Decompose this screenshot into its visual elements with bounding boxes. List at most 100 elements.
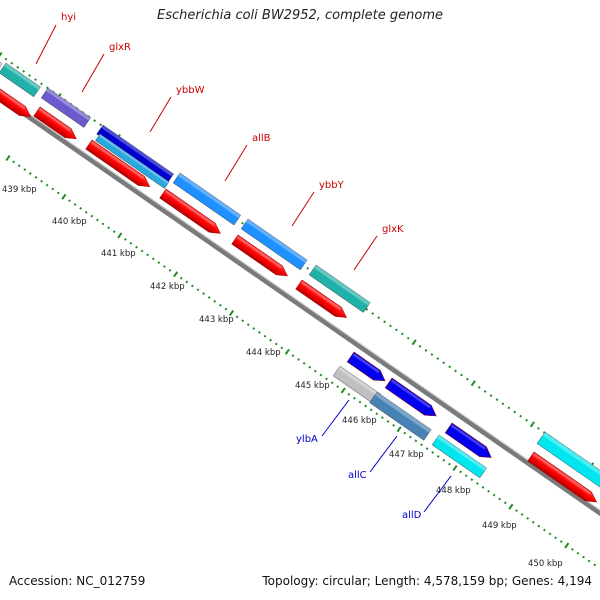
scale-tick	[548, 532, 552, 536]
scale-tick	[235, 315, 239, 319]
cds-arrow	[231, 234, 288, 277]
scale-labels: 439 kbp 440 kbp 441 kbp 442 kbp 443 kbp 444 k…	[2, 185, 563, 569]
label-leader-line	[35, 24, 57, 65]
scale-label: 439 kbp	[2, 185, 37, 195]
scale-tick	[353, 396, 356, 400]
scale-tick	[358, 400, 362, 404]
scale-tick	[501, 402, 505, 406]
scale-tick	[537, 524, 541, 528]
scale-tick	[23, 168, 27, 172]
scale-tick	[185, 280, 189, 284]
scale-tick	[564, 542, 570, 549]
scale-tick	[483, 390, 487, 393]
scale-tick	[274, 342, 278, 346]
scale-tick	[386, 420, 390, 423]
scale-label: 447 kbp	[389, 450, 424, 460]
scale-tick	[0, 51, 3, 59]
scale-tick	[489, 394, 493, 397]
scale-tick	[531, 520, 535, 524]
scale-tick	[442, 361, 446, 365]
cds-arrow	[159, 188, 221, 234]
scale-tick	[481, 486, 485, 489]
scale-tick	[403, 431, 407, 435]
scale-tick	[218, 303, 222, 307]
gene-label-allD[interactable]: allD	[402, 510, 422, 521]
scale-tick	[252, 327, 256, 330]
scale-tick	[554, 536, 557, 540]
label-leader-line	[291, 191, 315, 227]
gene-box-allC	[369, 391, 432, 441]
gene-label-ybbY[interactable]: ybbY	[319, 180, 345, 191]
scale-tick	[470, 478, 474, 482]
genome-backbone	[0, 93, 600, 517]
scale-tick	[302, 361, 306, 365]
scale-tick	[582, 555, 585, 559]
scale-tick	[475, 482, 479, 485]
scale-label: 445 kbp	[295, 381, 330, 391]
scale-tick	[93, 119, 97, 123]
scale-tick	[448, 365, 452, 369]
accession-text: Accession: NC_012759	[9, 574, 146, 588]
scale-tick	[179, 276, 183, 280]
scale-tick	[101, 222, 105, 226]
scale-tick	[135, 245, 138, 249]
scale-tick	[5, 154, 11, 162]
label-leader-line	[423, 475, 452, 513]
scale-tick	[202, 292, 205, 296]
scale-tick	[375, 412, 379, 416]
scale-tick	[56, 191, 60, 195]
scale-tick	[146, 253, 150, 257]
scale-tick	[163, 265, 166, 268]
scale-label: 450 kbp	[528, 559, 563, 569]
scale-tick	[559, 540, 563, 544]
scale-tick	[526, 517, 530, 520]
scale-tick	[40, 179, 43, 183]
scale-tick	[498, 497, 502, 501]
label-leader-line	[149, 96, 172, 133]
scale-label: 442 kbp	[150, 282, 185, 292]
scale-tick	[452, 464, 458, 472]
scale-tick	[406, 336, 410, 340]
scale-tick	[61, 193, 67, 200]
scale-tick	[418, 344, 422, 348]
cds-arrow	[0, 85, 32, 118]
scale-tick	[395, 328, 398, 332]
label-leader-line	[224, 144, 248, 182]
scale-label: 444 kbp	[246, 348, 281, 358]
scale-tick	[45, 183, 49, 187]
scale-tick	[51, 187, 55, 191]
scale-tick	[436, 455, 440, 458]
scale-tick	[513, 410, 517, 414]
scale-tick	[330, 381, 334, 385]
scale-tick	[34, 175, 38, 179]
scale-tick	[28, 172, 32, 175]
scale-tick	[112, 230, 116, 234]
gene-label-glxR[interactable]: glxR	[109, 42, 131, 53]
scale-tick	[17, 164, 21, 168]
scale-tick	[96, 218, 99, 222]
scale-tick	[459, 470, 462, 474]
gene-label-allC[interactable]: allC	[348, 470, 367, 481]
gene-label-ybbW[interactable]: ybbW	[176, 85, 205, 96]
scale-tick	[371, 312, 375, 315]
scale-tick	[173, 271, 179, 278]
scale-tick	[168, 268, 172, 272]
gene-label-hyi[interactable]: hyi	[61, 12, 76, 23]
scale-tick	[508, 503, 514, 510]
scale-tick	[570, 548, 574, 551]
scale-tick	[241, 319, 245, 323]
scale-tick	[424, 349, 428, 352]
scale-tick	[369, 408, 373, 412]
scale-tick	[576, 551, 580, 555]
scale-tick	[425, 447, 429, 451]
label-leader-line	[81, 53, 105, 93]
scale-tick	[411, 339, 417, 346]
gene-label-glxK[interactable]: glxK	[382, 224, 404, 235]
gene-label-ylbA[interactable]: ylbA	[296, 434, 318, 445]
label-leader-line	[353, 235, 378, 271]
scale-tick	[99, 123, 102, 127]
scale-tick	[336, 385, 340, 389]
scale-label: 448 kbp	[436, 486, 471, 496]
scale-tick	[129, 241, 133, 245]
gene-label-allB[interactable]: allB	[252, 133, 271, 144]
